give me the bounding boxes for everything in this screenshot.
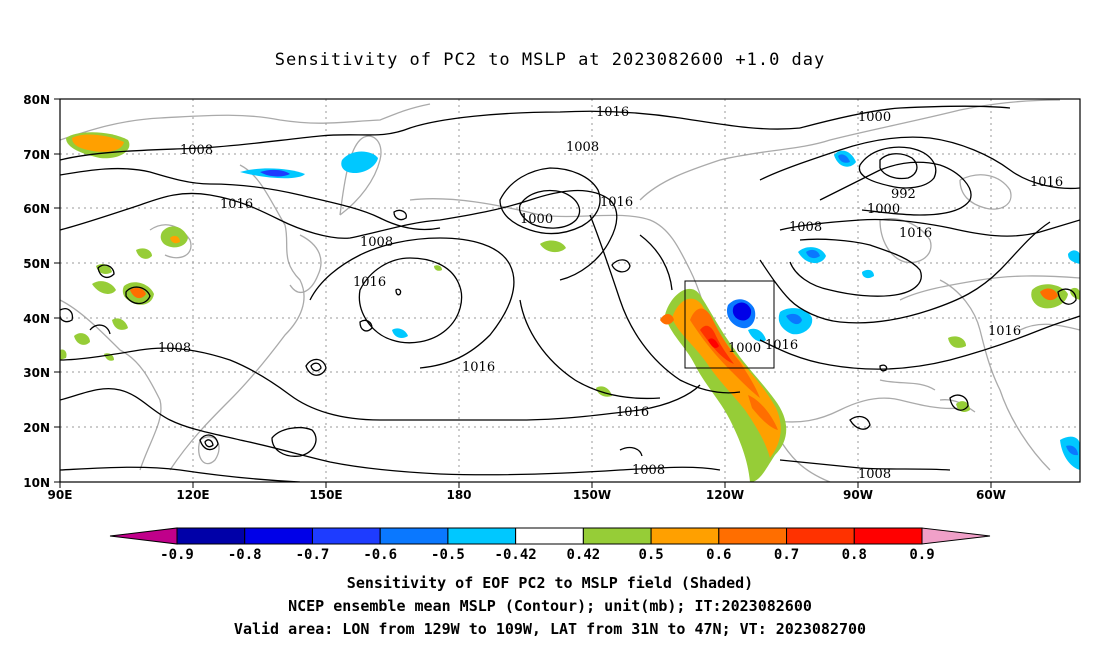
contour-label: 1008 [158,341,191,356]
colorbar-tick-label: 0.42 [567,547,601,563]
colorbar-box [650,527,720,545]
colorbar-box [447,527,517,545]
caption-line-2: NCEP ensemble mean MSLP (Contour); unit(… [288,597,812,615]
contour-label: 1008 [858,467,891,482]
contour-label: 1016 [616,405,649,420]
contour-label: 1008 [566,140,599,155]
lat-tick-label: 20N [23,421,50,435]
colorbar-tick-label: -0.8 [228,547,262,563]
caption-line-1: Sensitivity of EOF PC2 to MSLP field (Sh… [346,574,754,592]
contour-label: 1008 [180,143,213,158]
colorbar-tick-label: 0.5 [638,547,663,563]
contour-label: 1016 [462,360,495,375]
colorbar-tick-label: -0.42 [495,547,537,563]
lat-tick-label: 50N [23,257,50,271]
colorbar-tick-label: 0.6 [706,547,731,563]
lat-tick-label: 30N [23,366,50,380]
lon-labels: 90E 120E 150E 180 150W 120W 90W 60W [48,488,1006,502]
contour-label: 1016 [899,226,932,241]
contour-label: 1000 [520,212,553,227]
colorbar-left-triangle [109,527,178,545]
colorbar-box [311,527,381,545]
colorbar-box [718,527,788,545]
contour-labels: 1016 1008 1008 1016 1000 1016 1008 1016 … [158,105,1063,482]
map-frame [59,98,1081,483]
colorbar-tick-label: -0.5 [431,547,465,563]
contour-label: 992 [891,187,916,202]
colorbar-box [379,527,449,545]
contour-label: 1016 [220,197,253,212]
mslp-contours [60,105,1080,482]
contour-label: 1016 [600,195,633,210]
lat-tick-label: 80N [23,93,50,107]
caption-line-3: Valid area: LON from 129W to 109W, LAT f… [233,620,867,638]
lat-tick-label: 40N [23,312,50,326]
sensitivity-shading [60,132,1080,482]
colorbar-box [515,527,584,545]
colorbar-box [853,527,923,545]
lat-labels: 80N 70N 60N 50N 40N 30N 20N 10N [23,93,50,490]
lon-tick-label: 90W [843,488,873,502]
contour-label: 1000 [858,110,891,125]
contour-label: 1016 [596,105,629,120]
lon-tick-label: 60W [976,488,1006,502]
contour-label: 1016 [765,338,798,353]
tick-marks [54,98,992,488]
lon-tick-label: 150E [309,488,342,502]
contour-label: 1008 [632,463,665,478]
colorbar-tick-label: -0.7 [296,547,330,563]
gridlines [60,99,1080,482]
lon-tick-label: 120W [706,488,744,502]
lon-tick-label: 180 [446,488,471,502]
contour-label: 1016 [988,324,1021,339]
valid-area-box [684,280,775,369]
colorbar-tick-label: -0.6 [363,547,397,563]
lat-tick-label: 70N [23,148,50,162]
colorbar-tick-label: -0.9 [160,547,194,563]
colorbar-box [786,527,855,545]
contour-label: 1016 [353,275,386,290]
colorbar-tick-label: 0.7 [774,547,799,563]
lat-tick-label: 60N [23,202,50,216]
lat-tick-label: 10N [23,476,50,490]
colorbar-box [244,527,313,545]
colorbar-right-triangle [921,527,991,545]
contour-label: 1000 [867,202,900,217]
colorbar: -0.9 -0.8 -0.7 -0.6 -0.5 -0.42 0.42 0.5 0.6 0.7 0.… [109,527,991,563]
contour-label: 1016 [1030,175,1063,190]
lon-tick-label: 120E [176,488,209,502]
lon-tick-label: 90E [48,488,73,502]
contour-label: 1008 [789,220,822,235]
colorbar-box [176,527,246,545]
lon-tick-label: 150W [573,488,611,502]
map-title: Sensitivity of PC2 to MSLP at 2023082600… [274,50,826,70]
contour-label: 1000 [728,341,761,356]
colorbar-tick-label: 0.9 [909,547,934,563]
colorbar-box [582,527,652,545]
colorbar-tick-label: 0.8 [842,547,867,563]
contour-label: 1008 [360,235,393,250]
